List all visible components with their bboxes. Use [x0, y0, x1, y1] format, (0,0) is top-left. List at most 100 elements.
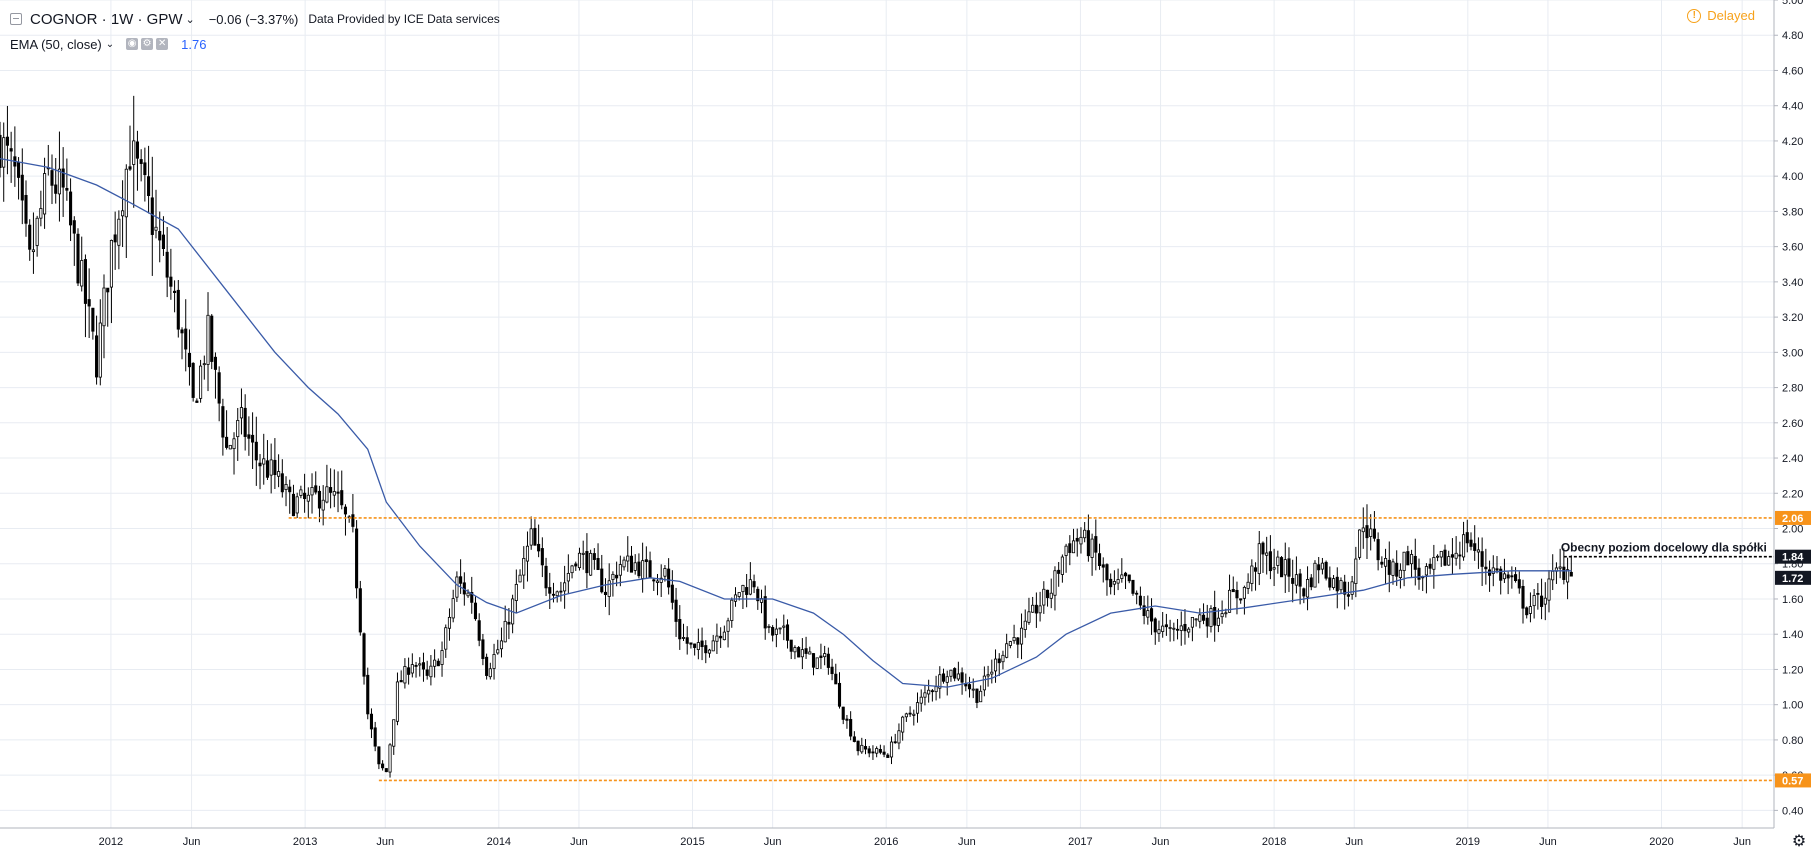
candle-body [537, 543, 541, 552]
candle-body [28, 224, 32, 250]
candle-body [262, 458, 266, 465]
candle-body [191, 362, 195, 398]
collapse-icon[interactable] [10, 13, 22, 25]
candle-body [1436, 555, 1440, 558]
candle-body [1328, 577, 1332, 588]
candle-body [1272, 567, 1276, 570]
candle-body [1372, 528, 1376, 539]
candle-body [317, 490, 322, 509]
symbol-label[interactable]: COGNOR · 1W · GPW [30, 10, 183, 28]
settings-icon[interactable]: ⚙ [141, 38, 154, 50]
candle-body [897, 730, 901, 744]
candle-body [418, 663, 422, 666]
candle-body [76, 233, 80, 284]
candle-body [941, 673, 946, 682]
candle-body [265, 460, 270, 478]
candle-body [1335, 576, 1339, 592]
candle-body [1239, 598, 1243, 601]
candle-body [763, 596, 767, 629]
candle-body [577, 552, 582, 569]
candle-body [1164, 624, 1168, 628]
price-tick-label: 0.40 [1782, 805, 1803, 817]
candle-body [934, 686, 938, 693]
candle-body [1391, 561, 1395, 576]
candle-body [325, 486, 329, 503]
candle-body [789, 639, 793, 652]
delayed-badge[interactable]: ! Delayed [1687, 8, 1755, 23]
candle-body [1057, 569, 1061, 574]
candle-body [774, 628, 778, 635]
candle-body [243, 407, 247, 437]
candle-body [997, 658, 1001, 664]
candle-body [837, 682, 842, 707]
candle-body [329, 487, 333, 493]
candle-body [882, 751, 886, 755]
candle-body [492, 654, 496, 669]
candle-body [1083, 529, 1087, 539]
candle-body [908, 712, 912, 715]
candle-body [284, 484, 288, 490]
candle-body [43, 173, 47, 215]
price-tick-label: 1.60 [1782, 594, 1803, 606]
candle-body [685, 637, 689, 644]
candle-body [277, 471, 281, 477]
candle-body [1506, 574, 1510, 579]
candle-body [303, 492, 307, 500]
candle-body [1547, 578, 1551, 601]
candle-body [1309, 577, 1313, 588]
time-tick-label: Jun [1733, 836, 1751, 848]
ema-line [0, 157, 1572, 688]
candle-body [563, 582, 567, 592]
candle-body [377, 746, 381, 765]
candle-body [886, 754, 890, 758]
visibility-icon[interactable]: ◉ [126, 38, 139, 50]
candle-body [228, 444, 232, 450]
candle-body [1257, 543, 1261, 574]
candle-body [1384, 558, 1388, 567]
candle-body [206, 314, 210, 365]
candle-body [785, 624, 790, 641]
candle-body [321, 499, 325, 511]
close-icon[interactable]: ✕ [156, 38, 169, 50]
candle-body [1001, 654, 1005, 663]
candle-body [225, 436, 229, 448]
candle-body [834, 673, 838, 685]
candle-body [1086, 530, 1090, 557]
candle-body [945, 676, 949, 683]
candle-body [808, 651, 812, 655]
candle-body [1079, 536, 1083, 545]
candle-body [24, 194, 28, 224]
candle-body [949, 669, 953, 677]
candle-body [1279, 557, 1284, 578]
candle-body [1261, 542, 1265, 555]
time-tick-label: Jun [1152, 836, 1170, 848]
candle-body [867, 748, 871, 754]
candle-body [1246, 581, 1250, 589]
candle-body [5, 136, 9, 146]
candle-body [280, 473, 284, 493]
candle-body [202, 363, 206, 366]
candle-body [35, 217, 39, 246]
chevron-down-icon[interactable]: ⌄ [185, 13, 195, 26]
indicator-legend: EMA (50, close) ⌄ ◉ ⚙ ✕ 1.76 [10, 35, 206, 53]
candle-body [722, 631, 726, 641]
price-tick-label: 3.20 [1782, 312, 1803, 324]
candle-body [83, 259, 87, 304]
candle-body [607, 580, 611, 597]
chevron-down-icon[interactable]: ⌄ [105, 38, 115, 50]
candle-body [1302, 588, 1306, 597]
price-tick-label: 2.00 [1782, 524, 1803, 536]
candle-body [1123, 572, 1128, 577]
candle-body [901, 716, 905, 733]
candle-body [704, 645, 708, 654]
candle-body [1097, 553, 1102, 566]
chart-settings-icon[interactable]: ⚙ [1791, 833, 1807, 850]
candle-body [1116, 579, 1120, 584]
candle-body [31, 249, 35, 253]
candle-body [384, 768, 388, 773]
indicator-value: 1.76 [181, 36, 207, 52]
indicator-label[interactable]: EMA (50, close) [10, 36, 102, 52]
candle-body [154, 226, 158, 231]
candle-body [826, 653, 830, 668]
